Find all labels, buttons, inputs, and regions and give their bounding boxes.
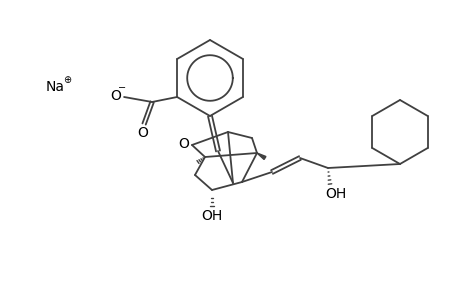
Text: O: O xyxy=(111,89,121,103)
Text: O: O xyxy=(137,126,148,140)
Text: OH: OH xyxy=(325,187,346,201)
Polygon shape xyxy=(257,153,265,160)
Text: O: O xyxy=(178,137,189,151)
Text: OH: OH xyxy=(201,209,222,223)
Text: −: − xyxy=(118,83,126,93)
Text: ⊕: ⊕ xyxy=(63,75,71,85)
Text: Na: Na xyxy=(45,80,64,94)
